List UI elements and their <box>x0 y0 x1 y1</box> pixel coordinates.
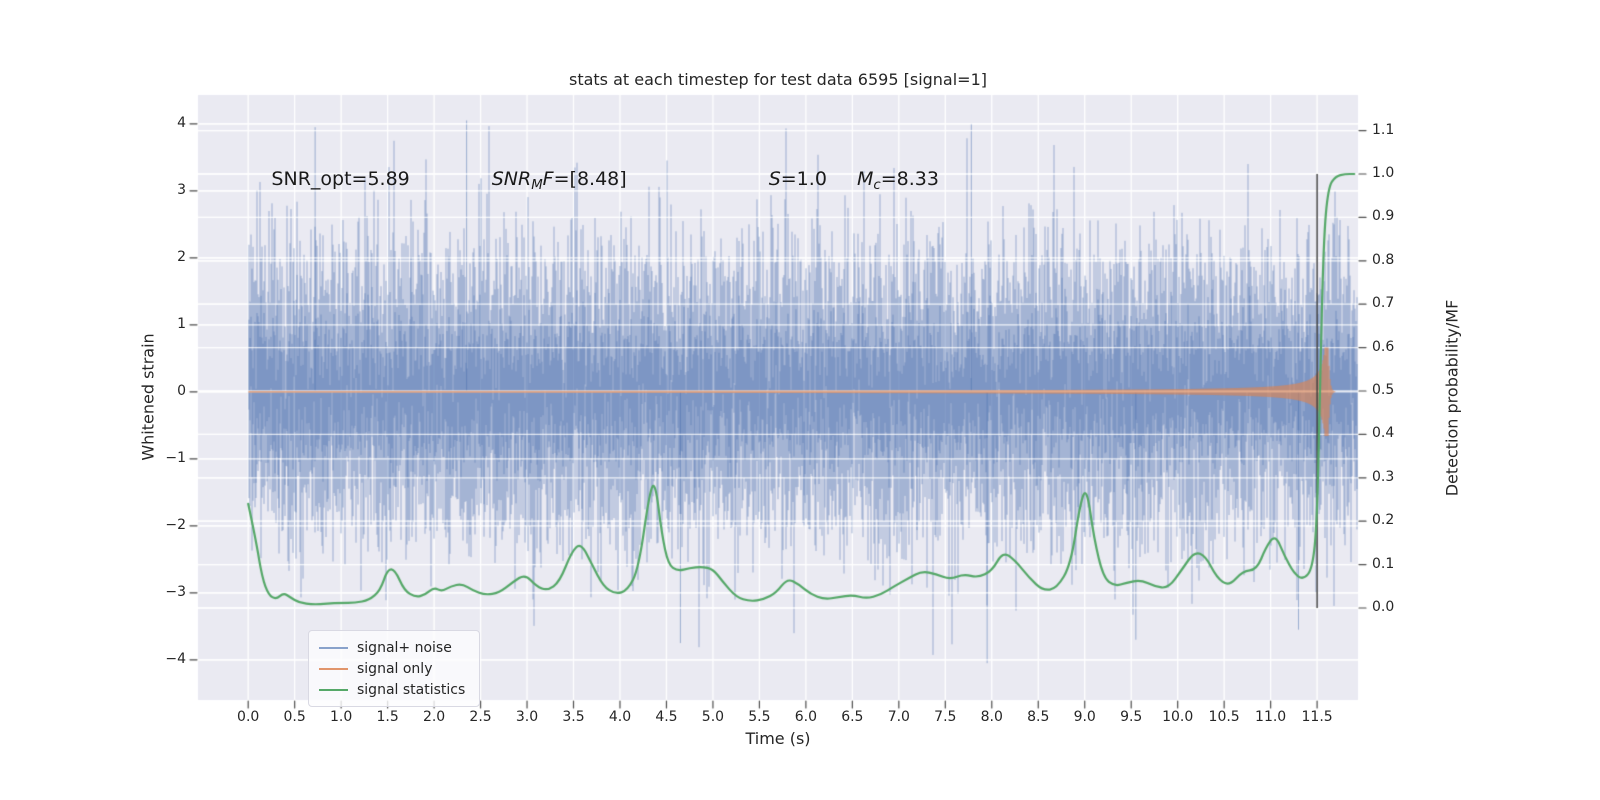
y-right-tick-label: 1.0 <box>1372 164 1395 181</box>
x-tick-label: 10.5 <box>1208 709 1240 725</box>
y-right-tick-label: 0.3 <box>1372 468 1395 485</box>
annotation-segment: c <box>873 177 881 193</box>
x-tick-label: 2.0 <box>422 709 446 725</box>
x-tick-label: 6.5 <box>841 709 864 725</box>
y-axis-label-right: Detection probability/MF <box>1442 299 1462 497</box>
x-tick-label: 10.0 <box>1162 709 1194 725</box>
x-tick-label: 8.0 <box>980 709 1003 725</box>
legend-label: signal+ noise <box>357 639 452 656</box>
annotation-snr-opt: SNR_opt=5.89 <box>271 168 409 190</box>
x-tick-label: 11.0 <box>1255 709 1287 725</box>
x-tick-label: 1.0 <box>330 709 353 725</box>
y-right-tick-label: 0.2 <box>1372 512 1395 529</box>
y-right-tick-label: 0.9 <box>1372 208 1395 225</box>
legend-label: signal statistics <box>357 681 466 698</box>
y-right-tick-label: 0.4 <box>1372 425 1395 442</box>
y-left-tick-label: 2 <box>177 248 186 265</box>
x-axis-label: Time (s) <box>745 729 811 748</box>
y-right-tick-label: 0.5 <box>1372 381 1395 398</box>
annotation-chirp-mass: Mc=8.33 <box>857 167 939 193</box>
y-right-tick-label: 1.1 <box>1372 121 1395 138</box>
annotation-segment: =8.33 <box>880 167 939 190</box>
y-right-tick-label: 0.1 <box>1372 555 1395 572</box>
legend-item: signal only <box>319 658 465 679</box>
y-left-tick-label: −4 <box>165 650 186 667</box>
y-left-tick-label: −1 <box>165 449 186 466</box>
y-left-tick-label: 4 <box>177 114 186 131</box>
annotation-segment: F <box>542 167 554 190</box>
x-tick-label: 0.0 <box>237 709 260 725</box>
x-tick-label: 9.5 <box>1120 709 1143 725</box>
annotation-segment: SNR_opt=5.89 <box>271 167 410 190</box>
x-tick-label: 3.0 <box>515 709 539 725</box>
x-tick-label: 6.0 <box>794 709 817 725</box>
legend-label: signal only <box>357 660 433 677</box>
x-tick-label: 5.5 <box>748 709 771 725</box>
y-left-tick-label: −2 <box>165 516 186 533</box>
x-tick-label: 11.5 <box>1301 709 1333 725</box>
annotation-segment: SNR <box>491 167 532 190</box>
annotation-segment: M <box>857 167 874 190</box>
x-tick-label: 3.5 <box>562 709 585 725</box>
legend-item: signal statistics <box>319 679 465 700</box>
annotation-segment: M <box>531 177 543 193</box>
x-tick-label: 4.5 <box>655 709 678 725</box>
legend-line-swatch <box>319 667 348 670</box>
x-tick-label: 5.0 <box>701 709 725 725</box>
y-left-tick-label: 1 <box>177 315 186 332</box>
legend-line-swatch <box>319 688 348 691</box>
y-left-tick-label: 0 <box>177 382 186 399</box>
x-tick-label: 0.5 <box>283 709 306 725</box>
legend-line-swatch <box>319 646 348 649</box>
y-left-tick-label: 3 <box>177 181 186 198</box>
y-right-tick-label: 0.7 <box>1372 295 1395 312</box>
chart-title: stats at each timestep for test data 659… <box>568 70 988 89</box>
x-tick-label: 7.5 <box>934 709 957 725</box>
annotation-s-value: S=1.0 <box>769 168 827 190</box>
y-right-tick-label: 0.8 <box>1372 251 1395 268</box>
x-tick-label: 9.0 <box>1073 709 1096 725</box>
legend: signal+ noise signal only signal statistic… <box>308 630 481 707</box>
y-right-tick-label: 0.6 <box>1372 338 1395 355</box>
y-left-tick-label: −3 <box>165 583 186 600</box>
x-tick-label: 1.5 <box>376 709 399 725</box>
legend-item: signal+ noise <box>319 637 465 658</box>
x-tick-label: 4.0 <box>608 709 632 725</box>
x-tick-label: 2.5 <box>469 709 492 725</box>
x-tick-label: 7.0 <box>887 709 910 725</box>
annotation-snr-mf: SNRMF=[8.48] <box>491 167 627 193</box>
y-right-tick-label: 0.0 <box>1372 598 1395 615</box>
annotation-segment: =[8.48] <box>553 167 627 190</box>
annotation-segment: =1.0 <box>780 167 827 190</box>
x-tick-label: 8.5 <box>1027 709 1050 725</box>
annotation-segment: S <box>768 167 781 190</box>
